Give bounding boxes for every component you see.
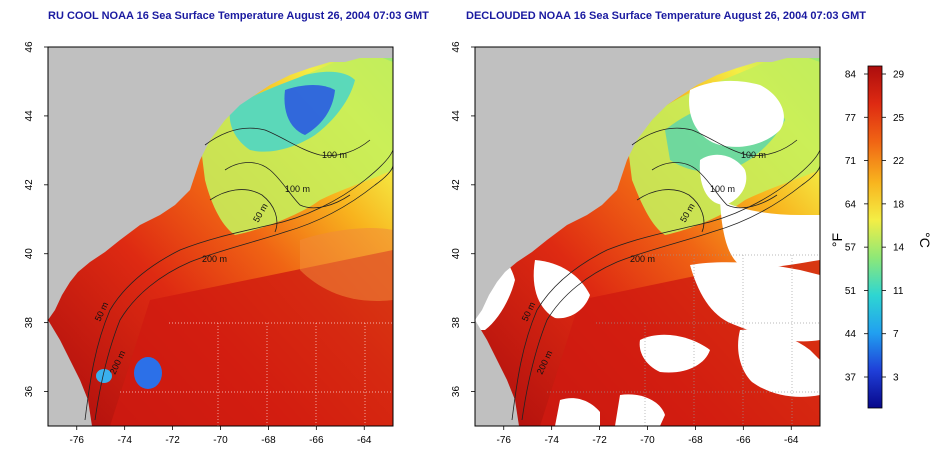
lat-tick-label: 46 (24, 41, 35, 53)
f-tick-label: 84 (845, 70, 857, 81)
f-tick-label: 71 (845, 156, 857, 167)
land-mass (48, 47, 393, 320)
graticule (547, 254, 820, 426)
isobath-label: 100 m (710, 184, 735, 194)
lon-tick-label: -70 (640, 435, 655, 446)
isobath-label: 100 m (322, 150, 347, 160)
land-mass-south (48, 320, 92, 426)
lon-tick-label: -74 (544, 435, 559, 446)
coldest-water-patch (284, 85, 335, 135)
land-mass (475, 47, 820, 320)
isobath-label: 100 m (285, 184, 310, 194)
f-tick-label: 37 (845, 373, 857, 384)
lon-tick-label: -76 (70, 435, 85, 446)
lat-tick-label: 42 (451, 179, 462, 191)
lat-tick-label: 36 (24, 386, 35, 398)
gulf-stream-filament (300, 228, 393, 301)
left-map-title: RU COOL NOAA 16 Sea Surface Temperature … (48, 10, 429, 22)
isobath-label: 200 m (630, 254, 655, 264)
c-tick-label: 22 (893, 156, 905, 167)
c-tick-label: 3 (893, 373, 899, 384)
f-tick-label: 51 (845, 286, 857, 297)
c-tick-label: 14 (893, 243, 905, 254)
lat-tick-label: 36 (451, 386, 462, 398)
lon-tick-label: -72 (592, 435, 607, 446)
cold-eddy (134, 357, 162, 389)
lat-tick-label: 38 (24, 317, 35, 329)
lon-tick-label: -66 (309, 435, 324, 446)
lat-tick-label: 42 (24, 179, 35, 191)
f-tick-label: 77 (845, 113, 857, 124)
right-map-panel: 100 m 100 m 50 m 200 m 50 m 200 m (475, 47, 820, 426)
graticule (120, 322, 393, 426)
lat-tick-label: 46 (451, 41, 462, 53)
isobath-label: 100 m (741, 150, 766, 160)
lon-tick-label: -70 (213, 435, 228, 446)
c-tick-label: 7 (893, 329, 899, 340)
lon-tick-label: -74 (117, 435, 132, 446)
c-tick-label: 29 (893, 70, 905, 81)
lon-tick-label: -64 (357, 435, 372, 446)
map-axes: -76 -74 -72 -70 -68 -66 -64 46 44 42 40 38 36 -76 -74 -… (24, 41, 799, 446)
lon-tick-label: -68 (688, 435, 703, 446)
right-map-title: DECLOUDED NOAA 16 Sea Surface Temperatur… (466, 10, 866, 22)
lat-tick-label: 38 (451, 317, 462, 329)
colorbar-ticks: 84 77 71 64 57 51 44 37 29 25 22 18 14 11 7 3 (845, 70, 905, 384)
lat-tick-label: 44 (24, 110, 35, 122)
c-tick-label: 25 (893, 113, 905, 124)
lat-tick-label: 40 (24, 248, 35, 260)
isobath-contours (84, 127, 393, 421)
lon-tick-label: -72 (165, 435, 180, 446)
cold-eddy-small (96, 369, 112, 383)
left-map-panel: 100 m 100 m 50 m 200 m 50 m 200 m (48, 47, 393, 426)
c-tick-label: 18 (893, 199, 905, 210)
colorbar: 84 77 71 64 57 51 44 37 29 25 22 18 14 11 7 3 °F °C (829, 65, 933, 409)
c-tick-label: 11 (893, 286, 904, 297)
warm-water-region (110, 250, 393, 426)
f-tick-label: 64 (845, 199, 857, 210)
f-tick-label: 57 (845, 243, 857, 254)
land-mass-south (475, 320, 519, 426)
lat-tick-label: 44 (451, 110, 462, 122)
fahrenheit-label: °F (829, 233, 845, 247)
f-tick-label: 44 (845, 329, 857, 340)
colorbar-gradient (867, 65, 883, 409)
isobath-label: 200 m (202, 254, 227, 264)
lon-tick-label: -76 (497, 435, 512, 446)
celsius-label: °C (917, 232, 933, 248)
lon-tick-label: -64 (784, 435, 799, 446)
lat-tick-label: 40 (451, 248, 462, 260)
lon-tick-label: -66 (736, 435, 751, 446)
isobath-contours (511, 127, 820, 421)
lon-tick-label: -68 (261, 435, 276, 446)
